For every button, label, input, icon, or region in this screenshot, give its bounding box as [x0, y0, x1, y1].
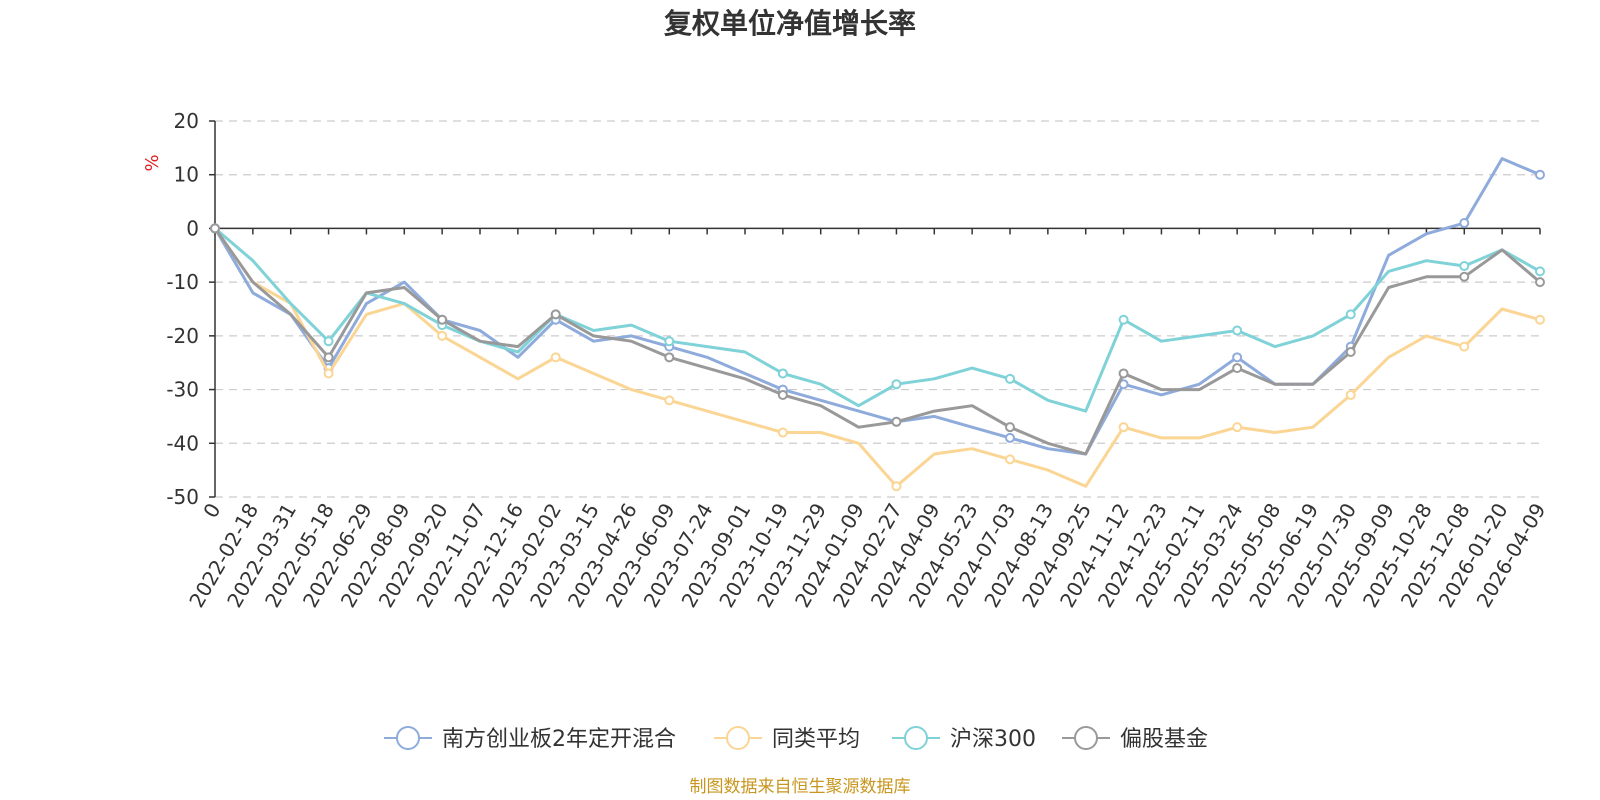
data-point	[323, 352, 334, 363]
x-axis: 02022-02-182022-03-312022-05-182022-06-2…	[184, 227, 1550, 612]
data-point	[1005, 373, 1015, 384]
y-tick-label: -50	[166, 485, 199, 509]
legend[interactable]: 南方创业板2年定开混合 同类平均 沪深300 偏股基金	[384, 726, 1208, 752]
data-point	[777, 368, 788, 379]
data-point	[550, 309, 561, 320]
data-point	[1232, 352, 1243, 363]
data-point	[1118, 422, 1129, 433]
data-point	[1345, 309, 1356, 320]
data-point	[1535, 277, 1545, 288]
y-tick-label: -30	[166, 378, 199, 402]
data-point	[777, 389, 788, 400]
data-point	[891, 416, 902, 427]
y-tick-label: -20	[166, 324, 199, 348]
y-axis: 20 10 0 -10 -20 -30 -40 -50	[166, 109, 216, 509]
source-note: 制图数据来自恒生聚源数据库	[690, 777, 911, 797]
data-point	[1232, 422, 1243, 433]
data-point	[1459, 271, 1470, 282]
legend-marker	[904, 726, 928, 750]
data-point	[1535, 266, 1545, 277]
series-line	[213, 227, 1541, 488]
data-point	[550, 352, 561, 363]
data-point	[437, 314, 448, 325]
data-point	[1005, 454, 1015, 465]
grid-lines	[215, 120, 1540, 498]
data-point	[1005, 422, 1015, 433]
data-point	[1535, 314, 1545, 325]
data-point	[437, 330, 448, 341]
series-line	[213, 157, 1541, 456]
legend-marker	[726, 726, 750, 750]
data-point	[664, 336, 675, 347]
data-point	[210, 223, 220, 234]
y-tick-label: -40	[166, 431, 199, 455]
data-point	[1459, 341, 1470, 352]
data-point	[1459, 218, 1470, 229]
legend-label: 同类平均	[772, 727, 860, 752]
y-tick-label: 10	[174, 163, 199, 187]
data-point	[1459, 261, 1470, 272]
data-point	[1232, 325, 1243, 336]
legend-marker	[396, 726, 420, 750]
series-line	[213, 227, 1541, 456]
data-point	[777, 427, 788, 438]
data-point	[1118, 314, 1129, 325]
data-point	[323, 368, 334, 379]
legend-label: 沪深300	[950, 727, 1036, 752]
x-tick-label: 0	[198, 499, 225, 522]
data-point	[1535, 169, 1545, 180]
data-point	[1118, 368, 1129, 379]
data-point	[323, 336, 334, 347]
data-point	[664, 352, 675, 363]
data-point	[891, 379, 902, 390]
y-tick-label: -10	[166, 270, 199, 294]
data-point	[1232, 363, 1243, 374]
legend-label: 南方创业板2年定开混合	[442, 727, 676, 752]
chart-title: 复权单位净值增长率	[664, 7, 916, 40]
y-tick-label: 0	[186, 216, 199, 240]
y-tick-label: 20	[174, 109, 199, 133]
legend-marker	[1074, 726, 1098, 750]
data-point	[1345, 346, 1356, 357]
legend-label: 偏股基金	[1120, 727, 1208, 752]
data-point	[1345, 389, 1356, 400]
data-point	[664, 395, 675, 406]
series-lines	[210, 157, 1545, 492]
series-line	[214, 227, 1541, 413]
data-point	[1005, 432, 1015, 443]
y-axis-unit: %	[142, 154, 163, 171]
data-point	[891, 481, 902, 492]
